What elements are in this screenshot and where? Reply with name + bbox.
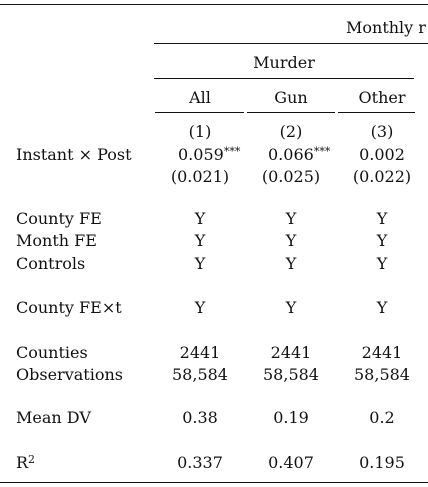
dependent-variable-header: Monthly r (346, 18, 426, 37)
group-header-rule (154, 78, 414, 79)
mean-dv-col1: 0.38 (182, 408, 218, 427)
row-label-month-fe: Month FE (16, 231, 97, 250)
observations-col2: 58,584 (263, 365, 319, 384)
row-label-mean-dv: Mean DV (16, 408, 91, 427)
row-label-counties: Counties (16, 343, 88, 362)
row-label-r-squared: R2 (16, 453, 35, 473)
controls-col3: Y (376, 254, 388, 273)
group-header-murder: Murder (253, 53, 315, 72)
county-fe-trend-col1: Y (194, 298, 206, 317)
row-label-county-fe-trend: County FE×t (16, 298, 122, 317)
coef-value: 0.059 (178, 145, 224, 164)
controls-col1: Y (194, 254, 206, 273)
row-label-instant-post: Instant × Post (16, 145, 132, 164)
column-number-2: (2) (279, 122, 303, 141)
coef-col2: 0.066*** (268, 145, 330, 165)
column-number-1: (1) (188, 122, 212, 141)
mean-dv-col2: 0.19 (273, 408, 309, 427)
controls-col2: Y (285, 254, 297, 273)
dependent-variable-rule (154, 43, 428, 44)
table-bottom-rule (0, 482, 428, 483)
r-squared-col2: 0.407 (268, 453, 314, 472)
row-label-observations: Observations (16, 365, 123, 384)
row-label-controls: Controls (16, 254, 86, 273)
month-fe-col2: Y (285, 231, 297, 250)
row-label-county-fe: County FE (16, 209, 102, 228)
observations-col3: 58,584 (354, 365, 410, 384)
column-header-gun: Gun (274, 88, 308, 107)
significance-stars: *** (313, 145, 331, 158)
column-header-rule-all (155, 112, 244, 113)
column-header-all: All (189, 88, 211, 107)
month-fe-col3: Y (376, 231, 388, 250)
counties-col3: 2441 (361, 343, 403, 362)
column-header-rule-gun (247, 112, 335, 113)
mean-dv-col3: 0.2 (369, 408, 395, 427)
coef-value: 0.066 (268, 145, 314, 164)
county-fe-col3: Y (376, 209, 388, 228)
table-top-rule (0, 4, 428, 5)
counties-col2: 2441 (270, 343, 312, 362)
r-squared-col1: 0.337 (177, 453, 223, 472)
counties-col1: 2441 (179, 343, 221, 362)
se-col3: (0.022) (352, 167, 412, 186)
se-col2: (0.025) (261, 167, 321, 186)
county-fe-col1: Y (194, 209, 206, 228)
coef-col1: 0.059*** (178, 145, 240, 165)
r-squared-col3: 0.195 (359, 453, 405, 472)
month-fe-col1: Y (194, 231, 206, 250)
coef-col3: 0.002 (359, 145, 405, 164)
se-col1: (0.021) (170, 167, 230, 186)
column-number-3: (3) (370, 122, 394, 141)
observations-col1: 58,584 (172, 365, 228, 384)
county-fe-col2: Y (285, 209, 297, 228)
county-fe-trend-col3: Y (376, 298, 388, 317)
column-header-other: Other (358, 88, 406, 107)
r-squared-exponent: 2 (28, 453, 36, 466)
r-squared-letter: R (16, 453, 29, 472)
significance-stars: *** (223, 145, 241, 158)
county-fe-trend-col2: Y (285, 298, 297, 317)
column-header-rule-other (338, 112, 415, 113)
